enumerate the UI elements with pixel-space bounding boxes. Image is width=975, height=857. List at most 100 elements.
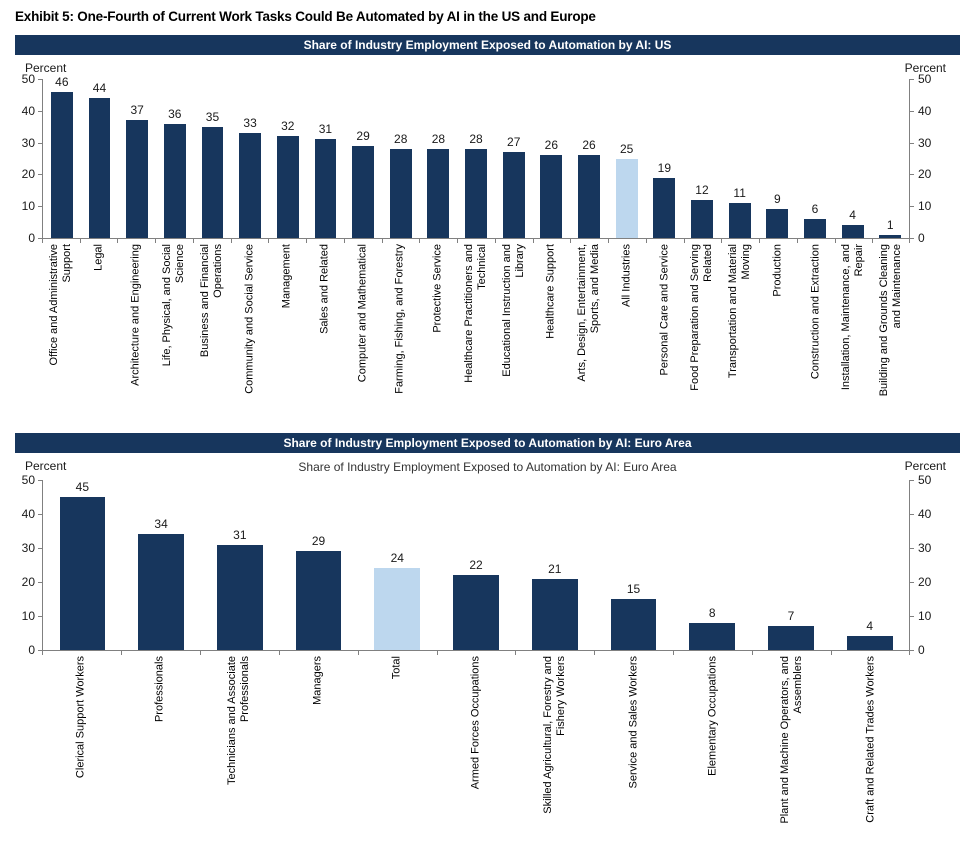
x-axis-tick [515,651,517,655]
chart-euro-axis-title-row: Percent Share of Industry Employment Exp… [15,453,960,480]
bar-value-label: 15 [626,582,641,596]
bar-value-label: 27 [507,135,521,150]
bar [163,123,186,238]
x-axis-tick [831,651,833,655]
bar-cell: 34 [122,480,201,650]
bar-cell: 29 [279,480,358,650]
bar-value-label: 33 [243,116,257,131]
chart-euro-categories: Clerical Support Workers Professionals Tec… [42,651,910,837]
bar-cell: 1 [871,79,909,238]
y-axis-tick [910,174,914,175]
chart-euro-plot-area: 45 34 31 29 24 22 21 15 8 7 4 [42,480,910,651]
category-label: Armed Forces Occupations [469,656,482,790]
category-label: Production [771,244,784,297]
category-cell: Office and Administrative Support [42,239,80,412]
y-axis-tick-label: 0 [28,643,35,657]
x-axis-tick [117,239,119,243]
y-axis-title-left: Percent [25,61,67,75]
category-cell: Construction and Extraction [797,239,835,412]
x-axis-tick [199,651,201,655]
y-axis-tick [38,238,42,239]
x-axis-tick [796,239,798,243]
bar [691,199,713,238]
category-cell: Managers [279,651,358,837]
category-cell: Management [268,239,306,412]
bar-cell: 46 [43,75,81,238]
chart-us: Share of Industry Employment Exposed to … [15,35,960,412]
x-axis-tick [457,239,459,243]
category-cell: Farming, Fishing, and Forestry [382,239,420,412]
category-label: Architecture and Engineering [129,244,142,386]
y-axis-tick-label: 0 [28,231,35,245]
bar-value-label: 26 [582,138,596,153]
bar-cell: 27 [495,79,533,238]
bar [531,578,578,650]
y-axis-tick-label: 30 [21,541,35,555]
category-row-right-spacer [910,651,960,837]
bar [578,155,600,238]
category-label: Construction and Extraction [809,244,822,380]
category-cell: Healthcare Support [533,239,571,412]
x-axis-tick [155,239,157,243]
category-cell: Technicians and Associate Professionals [200,651,279,837]
bar [804,218,826,238]
bar-value-label: 6 [811,201,819,216]
category-label: Community and Social Service [243,244,256,394]
y-axis-tick-label: 20 [21,575,35,589]
x-axis-tick [436,651,438,655]
bar-value-label: 45 [75,480,90,494]
chart-euro-plot-row: 0 10 20 30 40 50 45 34 31 29 24 22 21 15 8 7 4 0 10 20 30 4… [15,473,960,657]
bar-highlighted [374,568,421,650]
chart-euro-inner-title: Share of Industry Employment Exposed to … [298,460,677,474]
bar [126,120,149,238]
y-axis-tick-label: 0 [918,643,925,657]
bar-cell: 21 [515,480,594,650]
y-axis-tick-label: 10 [918,609,932,623]
bar-cell: 33 [231,79,269,238]
x-axis-tick [532,239,534,243]
bar-cell: 26 [570,79,608,238]
exhibit-page: Exhibit 5: One-Fourth of Current Work Ta… [0,9,975,837]
category-label: Computer and Mathematical [356,244,369,383]
bar-cell: 19 [646,79,684,238]
bar-value-label: 21 [548,561,562,576]
category-label: Personal Care and Service [658,244,671,376]
bar-cell: 28 [457,79,495,238]
x-axis-tick [230,239,232,243]
category-label: Legal [92,244,105,271]
y-axis-tick-label: 10 [21,199,35,213]
y-axis-tick [38,650,42,651]
bar [50,91,73,238]
bar-cell: 31 [200,480,279,650]
y-axis-tick-label: 40 [918,104,932,118]
category-row-right-spacer [910,239,960,412]
category-label: Healthcare Support [544,244,557,339]
category-label: Service and Sales Workers [627,656,640,789]
bar-cell: 28 [420,79,458,238]
category-cell: Arts, Design, Entertainment, Sports, and… [570,239,608,412]
bar [138,534,184,650]
y-axis-tick [910,206,914,207]
x-axis-tick [343,239,345,243]
bar [766,209,789,238]
y-axis-tick-label: 50 [21,473,35,487]
category-cell: Sales and Related [306,239,344,412]
bar-value-label: 32 [281,119,295,134]
y-axis-tick [910,143,914,144]
y-axis-tick [38,174,42,175]
x-axis-tick [673,651,675,655]
x-axis-tick [872,239,874,243]
bar-cell: 8 [673,480,752,650]
bar-cell: 7 [752,480,831,650]
y-axis-tick-label: 40 [21,507,35,521]
bar-value-label: 4 [849,208,856,223]
y-axis-tick-label: 30 [918,136,932,150]
bar-value-label: 24 [390,551,404,566]
y-axis-tick-label: 50 [918,72,932,86]
bar-value-label: 4 [866,619,874,634]
category-label: Transportation and Material Moving [727,244,753,379]
x-axis-tick [594,651,596,655]
y-axis-tick [38,206,42,207]
x-axis-tick [570,239,572,243]
category-label: Total [390,656,403,680]
